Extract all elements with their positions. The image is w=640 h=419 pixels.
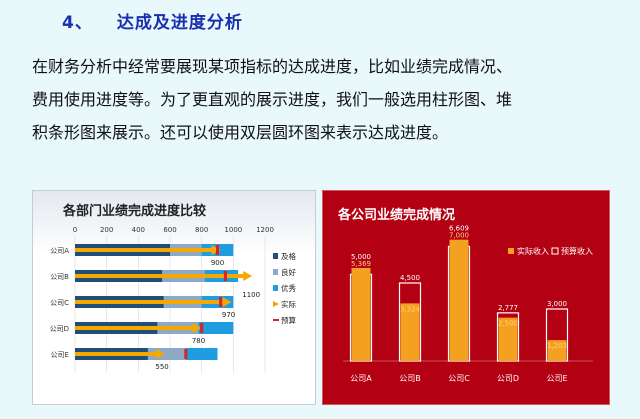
budget-value-label: 4,500: [400, 274, 420, 282]
chart-title: 各部门业绩完成进度比较: [63, 204, 207, 219]
legend-label: 实际收入: [517, 246, 549, 256]
paragraph-line: 积条形图来展示。还可以使用双层圆环图来表示达成进度。: [32, 123, 449, 142]
actual-arrow: [222, 297, 232, 307]
budget-value-label: 5,000: [351, 253, 371, 261]
budget-value-label: 3,000: [547, 300, 567, 308]
x-tick-label: 0: [73, 226, 77, 234]
actual-value-label: 780: [192, 337, 205, 345]
budget-marker: [216, 245, 219, 255]
actual-arrow: [156, 349, 166, 359]
budget-marker: [223, 271, 227, 281]
legend-swatch: [508, 248, 514, 254]
x-tick-label: 1000: [224, 226, 242, 234]
actual-value-label: 2,500: [498, 320, 518, 328]
category-label: 公司A: [350, 374, 372, 383]
actual-value-label: 5,369: [351, 260, 371, 268]
x-tick-label: 800: [195, 226, 208, 234]
actual-value-label: 900: [211, 259, 224, 267]
category-label: 公司A: [50, 247, 69, 255]
budget-marker: [200, 323, 204, 333]
section-number: 4、: [62, 13, 93, 33]
actual-column: [400, 303, 420, 361]
category-label: 公司E: [51, 351, 69, 359]
actual-arrow: [192, 323, 202, 333]
chart-title: 各公司业绩完成情况: [338, 208, 456, 223]
actual-column: [351, 267, 371, 361]
legend-label: 优秀: [281, 283, 296, 293]
category-label: 公司C: [448, 374, 470, 383]
actual-arrow: [243, 271, 253, 281]
company-performance-chart: 各公司业绩完成情况 5,000 5,369 公司A 4,500 3,324 公司B 6,60…: [322, 190, 610, 405]
actual-column: [449, 239, 469, 361]
category-label: 公司B: [399, 374, 421, 383]
budget-value-label: 6,609: [449, 225, 469, 233]
section-title: 达成及进度分析: [116, 13, 243, 33]
legend-swatch: [273, 301, 279, 307]
legend-swatch: [551, 247, 559, 255]
actual-column: [547, 340, 567, 361]
x-tick-label: 1200: [256, 226, 274, 234]
actual-value-label: 550: [155, 363, 168, 371]
budget-value-label: 2,777: [498, 304, 518, 312]
legend-label: 预算收入: [561, 246, 593, 256]
actual-value-label: 3,324: [400, 305, 421, 313]
legend-swatch: [273, 269, 278, 275]
legend-label: 预算: [281, 315, 296, 325]
legend-swatch: [273, 319, 279, 321]
actual-value-label: 1,203: [547, 342, 567, 350]
section-heading: 4、 达成及进度分析: [62, 8, 243, 33]
actual-value-label: 1100: [242, 291, 260, 299]
actual-value-label: 970: [222, 311, 235, 319]
x-tick-label: 600: [163, 226, 176, 234]
progress-chart-svg: 0 200 400 600 800 1000 1200 公司A 900 公司B 1100 公司C 970…: [50, 226, 296, 373]
category-label: 公司D: [497, 374, 519, 383]
budget-marker: [184, 349, 188, 359]
department-progress-chart: 各部门业绩完成进度比较 0 200 400 600 800 1000 1200 公司A 900 公…: [32, 190, 316, 405]
body-paragraph: 在财务分析中经常要展现某项指标的达成进度，比如业绩完成情况、 费用使用进度等。为…: [32, 50, 612, 149]
legend-swatch: [273, 253, 278, 259]
category-label: 公司B: [50, 273, 69, 281]
paragraph-line: 在财务分析中经常要展现某项指标的达成进度，比如业绩完成情况、: [32, 57, 513, 76]
actual-value-label: 7,000: [449, 232, 469, 240]
category-label: 公司C: [50, 299, 69, 307]
budget-marker: [219, 297, 223, 307]
x-tick-label: 200: [100, 226, 113, 234]
legend-swatch: [273, 285, 278, 291]
legend-label: 良好: [281, 267, 296, 277]
legend-label: 及格: [281, 251, 296, 261]
actual-column: [498, 317, 518, 361]
paragraph-line: 费用使用进度等。为了更直观的展示进度，我们一般选用柱形图、堆: [32, 90, 513, 109]
x-tick-label: 400: [132, 226, 145, 234]
category-label: 公司E: [546, 374, 567, 383]
category-label: 公司D: [50, 325, 69, 333]
legend-label: 实际: [281, 299, 296, 309]
